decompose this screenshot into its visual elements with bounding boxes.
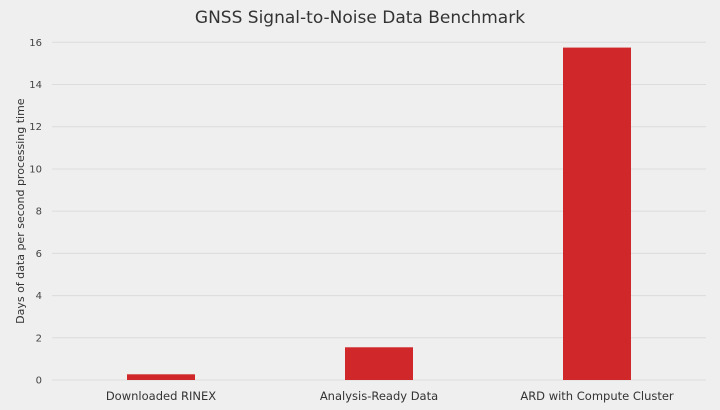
y-tick-label: 16 — [29, 38, 42, 49]
y-tick-label: 2 — [36, 333, 42, 344]
x-tick-label: Analysis-Ready Data — [320, 389, 438, 403]
y-tick-label: 8 — [36, 207, 42, 218]
bar — [127, 374, 195, 380]
x-tick-label: ARD with Compute Cluster — [520, 389, 674, 403]
y-tick-label: 12 — [29, 122, 42, 133]
y-axis-label: Days of data per second processing time — [14, 98, 27, 324]
y-tick-label: 4 — [36, 291, 42, 302]
chart-title: GNSS Signal-to-Noise Data Benchmark — [194, 8, 526, 28]
y-tick-label: 0 — [36, 376, 42, 387]
bar — [563, 47, 631, 380]
y-tick-label: 10 — [29, 164, 42, 175]
y-tick-label: 6 — [36, 249, 42, 260]
bar — [345, 347, 413, 380]
y-tick-label: 14 — [29, 80, 42, 91]
x-tick-label: Downloaded RINEX — [106, 389, 216, 403]
